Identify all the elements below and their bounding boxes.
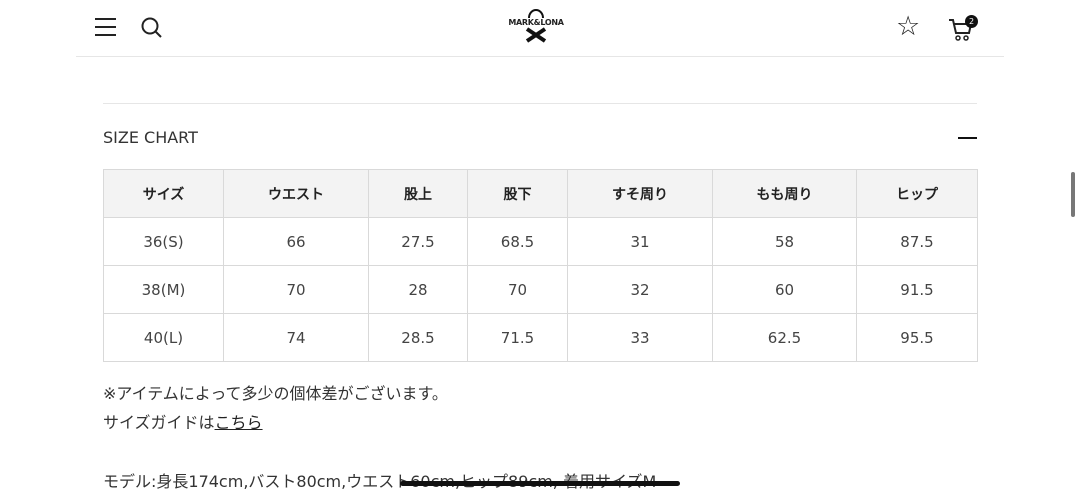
- table-cell: 62.5: [712, 313, 857, 362]
- table-cell: 28.5: [368, 313, 468, 362]
- scrollbar[interactable]: [1071, 172, 1075, 217]
- table-cell: 68.5: [467, 217, 568, 266]
- column-header: 股下: [467, 169, 568, 218]
- hamburger-menu-icon[interactable]: [95, 18, 116, 36]
- variance-note: ※アイテムによって多少の個体差がございます。: [103, 384, 448, 403]
- table-cell: 70: [467, 265, 568, 314]
- column-header: すそ周り: [567, 169, 713, 218]
- search-icon[interactable]: [140, 16, 164, 40]
- table-cell: 31: [567, 217, 713, 266]
- collapse-minus-icon[interactable]: [958, 137, 977, 139]
- table-cell: 66: [223, 217, 369, 266]
- cart-count-badge: 2: [965, 15, 978, 28]
- size-guide-link[interactable]: こちら: [214, 413, 263, 432]
- table-cell: 60: [712, 265, 857, 314]
- table-cell: 32: [567, 265, 713, 314]
- size-chart-title[interactable]: SIZE CHART: [103, 128, 198, 147]
- site-header: MARK&LONA ☆ 2: [76, 0, 1004, 57]
- home-indicator[interactable]: [400, 481, 680, 486]
- table-header-row: サイズ ウエスト 股上 股下 すそ周り もも周り ヒップ: [103, 169, 978, 218]
- column-header: 股上: [368, 169, 468, 218]
- size-chart-table: サイズ ウエスト 股上 股下 すそ周り もも周り ヒップ 36(S) 66 27.5…: [103, 169, 978, 362]
- size-guide-prefix: サイズガイドは: [103, 413, 215, 432]
- column-header: もも周り: [712, 169, 857, 218]
- table-cell: 95.5: [856, 313, 978, 362]
- table-row: 38(M) 70 28 70 32 60 91.5: [103, 265, 978, 314]
- table-row: 40(L) 74 28.5 71.5 33 62.5 95.5: [103, 313, 978, 362]
- size-guide-line: サイズガイドはこちら: [103, 409, 263, 433]
- section-divider: [103, 103, 977, 104]
- table-cell: 36(S): [103, 217, 224, 266]
- table-cell: 91.5: [856, 265, 978, 314]
- table-cell: 38(M): [103, 265, 224, 314]
- model-info: モデル:身長174cm,バスト80cm,ウエスト60cm,ヒップ89cm, 着用…: [103, 472, 657, 491]
- logo-bow-icon: [525, 27, 547, 43]
- table-cell: 33: [567, 313, 713, 362]
- logo-arch-icon: [528, 9, 544, 18]
- table-cell: 74: [223, 313, 369, 362]
- column-header: ヒップ: [856, 169, 978, 218]
- column-header: サイズ: [103, 169, 224, 218]
- column-header: ウエスト: [223, 169, 369, 218]
- table-cell: 28: [368, 265, 468, 314]
- table-cell: 40(L): [103, 313, 224, 362]
- table-cell: 58: [712, 217, 857, 266]
- brand-name: MARK&LONA: [508, 18, 564, 27]
- brand-logo[interactable]: MARK&LONA: [501, 8, 571, 50]
- table-cell: 71.5: [467, 313, 568, 362]
- table-row: 36(S) 66 27.5 68.5 31 58 87.5: [103, 217, 978, 266]
- table-cell: 70: [223, 265, 369, 314]
- table-cell: 27.5: [368, 217, 468, 266]
- favorite-star-icon[interactable]: ☆: [896, 11, 921, 42]
- table-cell: 87.5: [856, 217, 978, 266]
